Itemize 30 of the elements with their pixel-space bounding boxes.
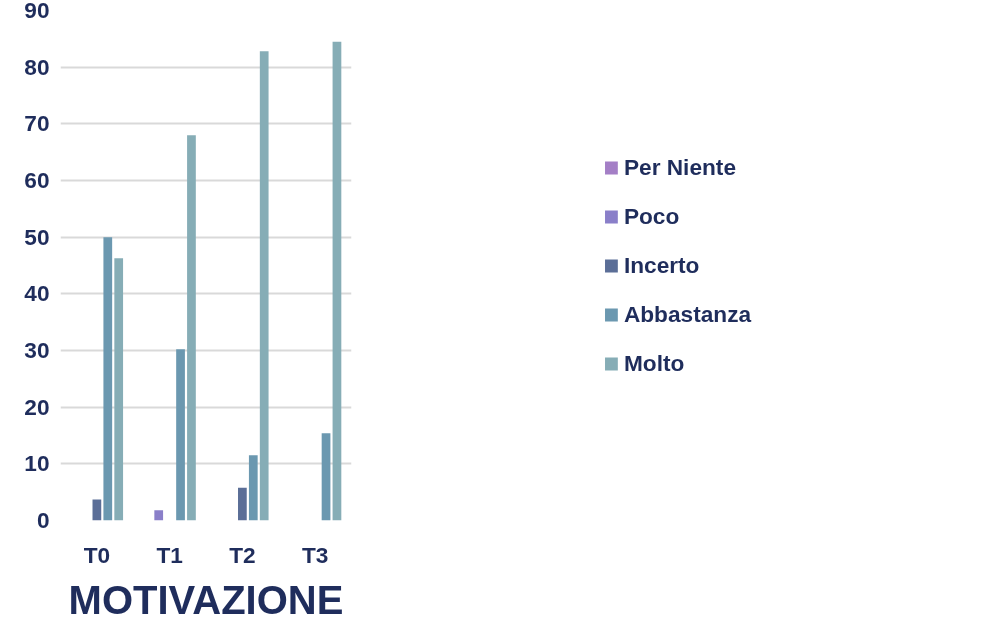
- bar: [248, 455, 258, 521]
- bar: [114, 258, 124, 521]
- legend-label: Per Niente: [623, 153, 736, 181]
- x-tick-label: T2: [229, 541, 256, 568]
- y-tick-label: 80: [24, 53, 50, 80]
- y-tick-label: 20: [24, 393, 50, 420]
- bar: [321, 433, 331, 521]
- legend-label: Incerto: [623, 251, 700, 279]
- bar: [238, 487, 247, 521]
- y-tick-label: 10: [24, 450, 50, 477]
- text: MOTIVAZIONE: [68, 577, 344, 622]
- y-tick-label: 90: [24, 0, 50, 23]
- bar: [187, 135, 196, 521]
- legend-label: Molto: [623, 349, 685, 377]
- y-tick-label: 0: [36, 507, 50, 533]
- legend-label: Abbastanza: [623, 300, 752, 328]
- y-tick-label: 60: [24, 167, 50, 193]
- y-tick-label: 70: [24, 110, 50, 137]
- x-tick-label: T1: [156, 541, 183, 568]
- bar: [332, 41, 342, 521]
- x-tick-label: T3: [301, 541, 329, 568]
- y-tick-label: 50: [24, 223, 50, 250]
- x-tick-label: T0: [83, 541, 111, 568]
- bar: [259, 51, 269, 521]
- legend-label: Poco: [623, 202, 680, 230]
- bar: [154, 510, 164, 521]
- y-tick-label: 30: [24, 337, 50, 363]
- bar: [176, 349, 185, 521]
- bar: [103, 237, 113, 521]
- y-tick-label: 40: [24, 280, 50, 307]
